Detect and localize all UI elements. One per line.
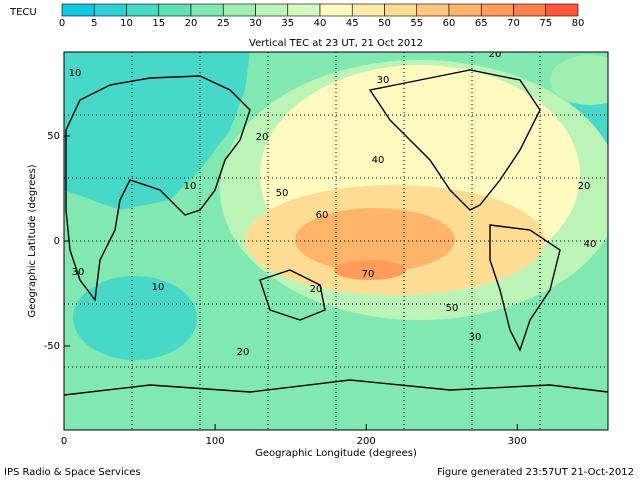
contour-label: 70	[362, 269, 375, 280]
contour-label: 50	[276, 188, 289, 199]
colorbar-swatch	[126, 3, 160, 17]
colorbar-tick-label: 55	[410, 18, 423, 29]
contour-label: 20	[489, 49, 502, 60]
colorbar-swatch	[384, 3, 418, 17]
colorbar-swatch	[61, 3, 95, 17]
contour-label: 20	[578, 181, 591, 192]
contour-label: 50	[446, 303, 459, 314]
contour-label: 20	[256, 132, 269, 143]
coastlines	[64, 69, 608, 396]
colorbar-tick-label: 40	[314, 18, 327, 29]
colorbar-tick-label: 5	[91, 18, 97, 29]
field-low	[550, 55, 608, 105]
y-tick-label: 0	[54, 236, 60, 247]
x-tick-label: 0	[61, 436, 67, 447]
x-tick-label: 100	[206, 436, 225, 447]
contour-label: 10	[152, 282, 165, 293]
field-peak	[334, 260, 406, 280]
contour-label: 40	[372, 155, 385, 166]
colorbar-tick-label: 25	[217, 18, 230, 29]
colorbar-swatch	[222, 3, 256, 17]
colorbar-swatch	[255, 3, 289, 17]
colorbar-tick-label: 65	[475, 18, 488, 29]
colorbar-tick-label: 30	[249, 18, 262, 29]
y-axis-label: Geographic Latitude (degrees)	[27, 164, 38, 317]
contour-label: 30	[469, 332, 482, 343]
colorbar-tick-label: 75	[539, 18, 552, 29]
colorbar-tick-label: 45	[346, 18, 359, 29]
field-high	[295, 208, 455, 272]
footer-right: Figure generated 23:57UT 21-Oct-2012	[437, 467, 634, 478]
field-low	[64, 52, 250, 210]
contour-label: 30	[377, 75, 390, 86]
colorbar-swatch	[287, 3, 321, 17]
colorbar-tick-label: 50	[378, 18, 391, 29]
contour-label: 10	[69, 68, 82, 79]
x-axis-label: Geographic Longitude (degrees)	[255, 448, 417, 459]
colorbar-swatch	[513, 3, 547, 17]
colorbar-swatch	[480, 3, 514, 17]
colorbar-tick-label: 60	[443, 18, 456, 29]
colorbar-swatch	[93, 3, 127, 17]
contour-label: 20	[310, 284, 323, 295]
colorbar-unit: TECU	[9, 7, 37, 18]
contour-label: 20	[237, 347, 250, 358]
footer-left: IPS Radio & Space Services	[4, 467, 141, 478]
colorbar-swatch	[158, 3, 192, 17]
colorbar-tick-label: 10	[120, 18, 133, 29]
colorbar-swatch	[545, 3, 579, 17]
colorbar-swatch	[416, 3, 450, 17]
contour-label: 40	[584, 239, 597, 250]
colorbar-tick-label: 20	[185, 18, 198, 29]
colorbar-tick-label: 35	[281, 18, 294, 29]
x-tick-label: 300	[508, 436, 527, 447]
colorbar-swatch	[319, 3, 353, 17]
colorbar-swatch	[190, 3, 224, 17]
colorbar-swatch	[351, 3, 385, 17]
colorbar-tick-label: 0	[59, 18, 65, 29]
contour-label: 10	[184, 181, 197, 192]
colorbar-tick-label: 70	[507, 18, 520, 29]
y-tick-label: 50	[47, 131, 60, 142]
map-title: Vertical TEC at 23 UT, 21 Oct 2012	[249, 38, 423, 49]
colorbar-swatch	[448, 3, 482, 17]
colorbar-tick-label: 80	[572, 18, 585, 29]
colorbar-tick-label: 15	[152, 18, 165, 29]
x-tick-label: 200	[357, 436, 376, 447]
y-tick-label: -50	[44, 341, 60, 352]
grid	[64, 52, 608, 430]
field-low	[73, 276, 197, 360]
contour-label: 60	[316, 210, 329, 221]
